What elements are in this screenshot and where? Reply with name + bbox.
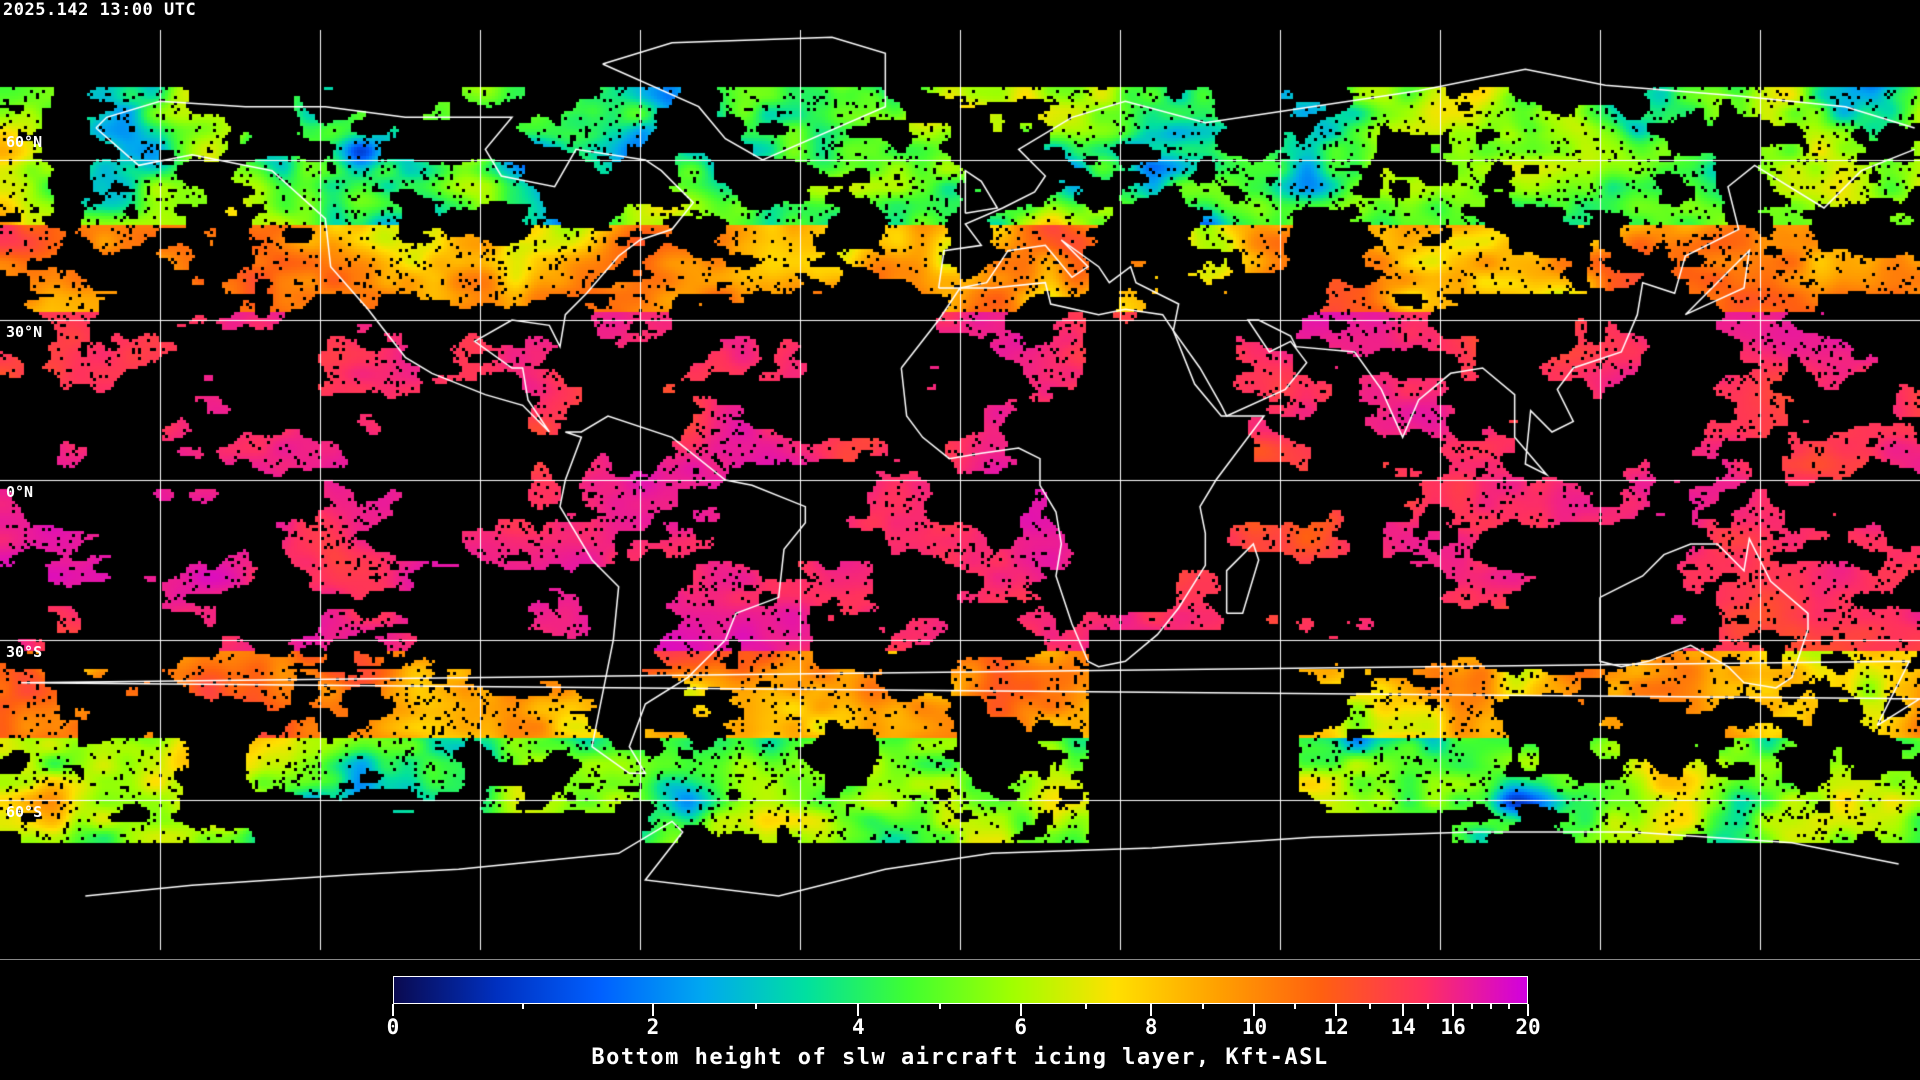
lat-label-0: 0°N [6,483,34,501]
lat-label-60n: 60°N [6,133,43,151]
coastline-grid-overlay [0,0,1920,960]
minor-tick [1489,1004,1492,1009]
minor-tick [1201,1004,1204,1009]
tick-label: 6 [1014,1015,1027,1039]
minor-tick [1084,1004,1087,1009]
timestamp: 2025.142 13:00 UTC [3,0,197,20]
tick-label: 2 [646,1015,660,1039]
minor-tick [1294,1004,1297,1009]
map-border [0,959,1920,960]
tick-label: 16 [1440,1015,1466,1039]
major-tick [1452,1004,1455,1016]
major-tick [1019,1004,1022,1016]
tick-label: 8 [1144,1015,1158,1039]
minor-tick [1470,1004,1473,1009]
major-tick [1335,1004,1338,1016]
minor-tick [521,1004,524,1009]
major-tick [651,1004,654,1016]
tick-label: 12 [1323,1015,1349,1039]
major-tick [857,1004,860,1016]
colorbar [393,976,1528,1004]
major-tick [1150,1004,1153,1016]
minor-tick [754,1004,757,1009]
tick-label: 0 [386,1015,400,1039]
colorbar-title: Bottom height of slw aircraft icing laye… [591,1045,1329,1070]
minor-tick [1368,1004,1371,1009]
minor-tick [1427,1004,1430,1009]
lat-label-30s: 30°S [6,643,43,661]
major-tick [1527,1004,1529,1016]
minor-tick [1508,1004,1511,1009]
lat-label-60s: 60°S [6,803,43,821]
tick-label: 20 [1515,1015,1541,1039]
major-tick [392,1004,394,1016]
tick-label: 10 [1241,1015,1268,1039]
tick-label: 14 [1390,1015,1416,1039]
tick-label: 4 [852,1015,865,1039]
icing-map [0,0,1920,960]
major-tick [1402,1004,1405,1016]
lat-label-30n: 30°N [6,323,43,341]
minor-tick [938,1004,941,1009]
major-tick [1253,1004,1256,1016]
